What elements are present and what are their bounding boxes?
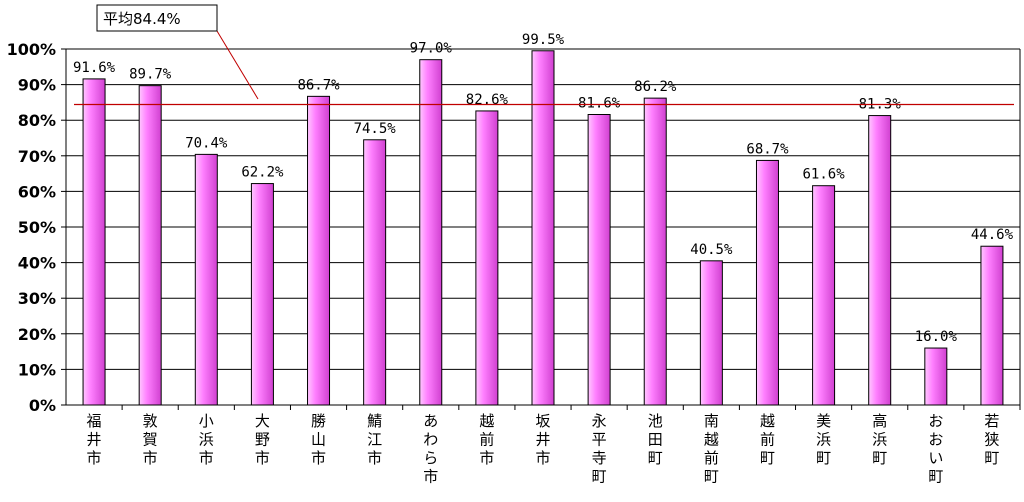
data-label: 86.7% — [297, 77, 340, 93]
category-label: おおい町 — [928, 412, 943, 486]
category-label: 坂井市 — [535, 412, 550, 467]
bar — [363, 139, 387, 406]
data-label: 40.5% — [690, 242, 733, 258]
bar — [755, 159, 779, 406]
category-label: 高浜町 — [872, 412, 887, 467]
data-label: 44.6% — [971, 227, 1014, 243]
bar — [531, 50, 555, 406]
bar — [868, 115, 892, 406]
data-label: 97.0% — [410, 41, 453, 57]
bar — [138, 85, 162, 406]
data-label: 91.6% — [73, 60, 116, 76]
y-tick-label: 70% — [18, 147, 56, 166]
category-label: 敦賀市 — [143, 412, 158, 467]
y-tick-label: 10% — [18, 360, 56, 379]
y-tick-label: 60% — [18, 182, 56, 201]
data-label: 81.6% — [578, 96, 621, 112]
bar — [419, 59, 443, 406]
bars: 91.6% 89.7% 70.4% 62.2% 86.7% 74.5% 97.0% 82.6%… — [73, 32, 1014, 406]
data-label: 74.5% — [354, 121, 397, 137]
y-tick-label: 90% — [18, 76, 56, 95]
category-label: 越前市 — [479, 412, 494, 467]
category-label: 小浜市 — [199, 412, 214, 467]
y-axis: 0% 10% 20% 30% 40% 50% 60% 70% 80% 90% 100% 福井市 敦賀市 小… — [7, 40, 1021, 486]
data-label: 70.4% — [185, 135, 228, 151]
category-label: 大野市 — [255, 412, 270, 467]
data-label: 82.6% — [466, 92, 509, 108]
data-label: 62.2% — [241, 165, 284, 181]
bar — [812, 185, 836, 406]
y-tick-label: 0% — [29, 396, 56, 415]
bar — [82, 78, 106, 406]
bar — [699, 260, 723, 406]
y-tick-label: 40% — [18, 254, 56, 273]
data-label: 86.2% — [634, 79, 677, 95]
data-label: 89.7% — [129, 67, 172, 83]
bar — [250, 183, 274, 406]
data-label: 61.6% — [803, 167, 846, 183]
category-label: 福井市 — [87, 412, 102, 467]
y-tick-label: 50% — [18, 218, 56, 237]
data-label: 99.5% — [522, 32, 565, 48]
bar — [980, 245, 1004, 406]
average-leader-line — [216, 30, 259, 100]
category-label: 美浜町 — [816, 412, 831, 467]
category-label: 勝山市 — [311, 412, 326, 467]
category-label: 池田町 — [648, 412, 663, 467]
data-label: 16.0% — [915, 329, 958, 345]
category-label: 若狭町 — [984, 412, 999, 467]
average-annotation: 平均84.4% — [74, 4, 1014, 106]
bar — [475, 110, 499, 406]
y-tick-label: 30% — [18, 289, 56, 308]
y-tick-label: 80% — [18, 111, 56, 130]
bar — [924, 347, 948, 406]
category-label: 南越前町 — [704, 412, 719, 486]
data-label: 68.7% — [746, 141, 789, 157]
bar — [194, 153, 218, 406]
category-label: 越前町 — [760, 412, 775, 467]
bar — [307, 95, 331, 406]
category-label: 永平寺町 — [592, 412, 607, 486]
average-label-box — [96, 4, 218, 32]
average-label: 平均84.4% — [103, 10, 181, 28]
bar — [587, 114, 611, 406]
category-label: 鯖江市 — [367, 412, 382, 467]
bar — [643, 97, 667, 406]
y-tick-label: 20% — [18, 325, 56, 344]
category-label: あわら市 — [423, 412, 438, 486]
y-tick-label: 100% — [7, 40, 56, 59]
